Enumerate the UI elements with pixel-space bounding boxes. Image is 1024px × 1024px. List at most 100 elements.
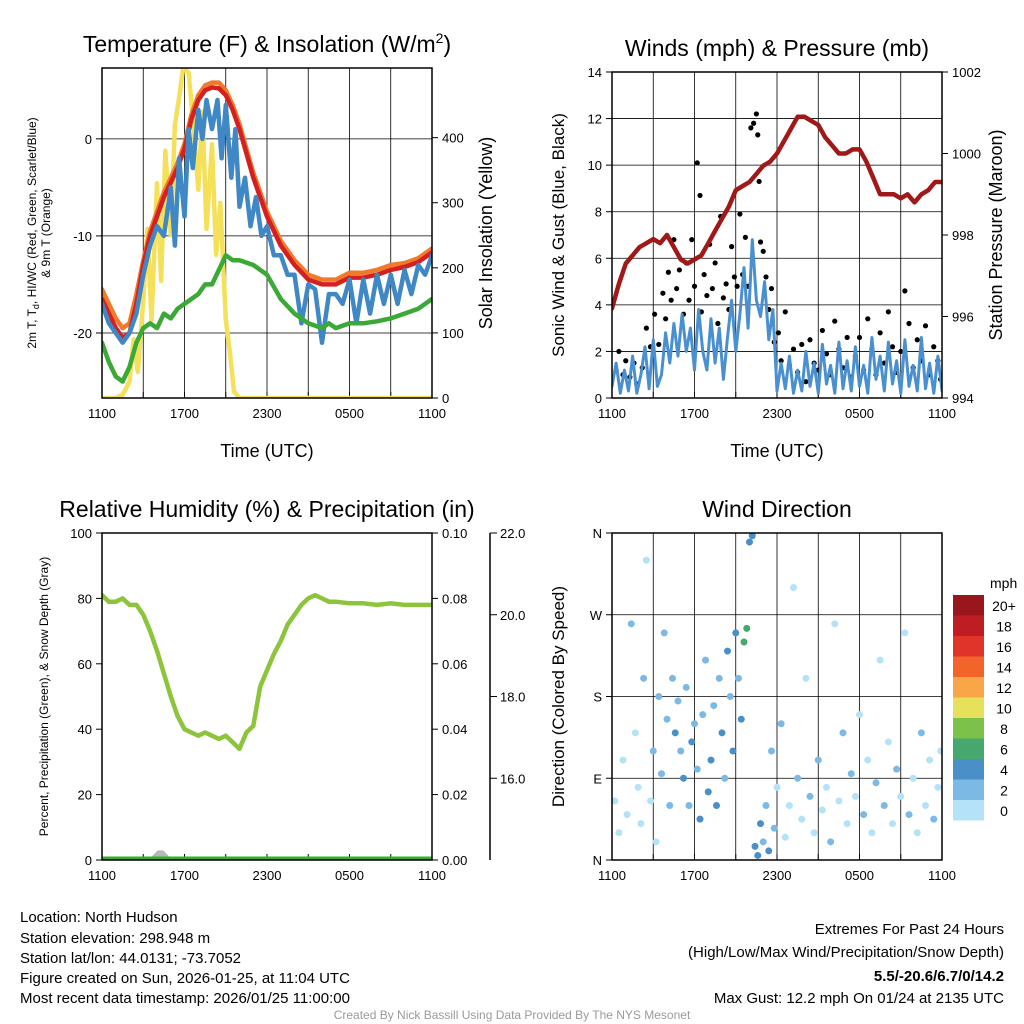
x-tick-label: 0500 <box>335 406 364 421</box>
direction-point <box>729 747 737 755</box>
title-text: ) <box>443 31 451 57</box>
direction-point <box>868 829 876 837</box>
direction-point <box>751 842 759 850</box>
y-tick-label: 12 <box>588 112 602 127</box>
legend-label: 6 <box>1000 742 1008 758</box>
panel-3: Relative Humidity (%) & Precipitation (i… <box>37 496 525 883</box>
title-text: Temperature (F) & Insolation (W/m <box>83 31 436 57</box>
direction-point <box>669 674 676 682</box>
gust-point <box>778 358 784 364</box>
x-axis-label: Time (UTC) <box>730 441 823 461</box>
legend-swatch <box>953 759 984 780</box>
legend-swatch <box>953 718 984 739</box>
gust-point <box>751 120 757 126</box>
x-tick-label: 0500 <box>845 406 874 421</box>
y2-tick-label: 0.10 <box>442 526 467 541</box>
gust-point <box>643 325 649 331</box>
y-axis-label: Sonic Wind & Gust (Blue, Black) <box>549 113 568 357</box>
gust-point <box>689 237 695 243</box>
gust-point <box>768 285 775 292</box>
direction-point <box>781 833 789 841</box>
legend-label: 4 <box>1000 762 1008 778</box>
gust-point <box>712 260 718 266</box>
direction-point <box>770 824 778 832</box>
y-axis-label: Percent, Precipitation (Green), & Snow D… <box>37 557 51 836</box>
y-tick-label: 2 <box>595 344 602 359</box>
gust-point <box>723 281 729 287</box>
direction-point <box>909 774 917 782</box>
direction-point <box>718 729 726 737</box>
gust-point <box>856 334 863 341</box>
direction-point <box>856 711 863 719</box>
chart-title: Temperature (F) & Insolation (W/m2) <box>83 30 451 57</box>
x-tick-label: 1100 <box>88 868 116 883</box>
direction-point <box>691 720 698 728</box>
direction-point <box>851 792 859 800</box>
x-tick-label: 0500 <box>335 868 364 883</box>
legend-swatch <box>953 677 984 698</box>
gust-point <box>790 346 797 352</box>
direction-point <box>806 792 814 800</box>
direction-point <box>926 756 934 764</box>
gust-point <box>906 320 912 327</box>
x-tick-label: 2300 <box>763 868 792 883</box>
gust-point <box>720 295 726 301</box>
gust-point <box>709 285 715 292</box>
panel-1: Temperature (F) & Insolation (W/m2) 1100 1… <box>25 30 496 461</box>
y-tick-label: W <box>590 608 603 623</box>
direction-point <box>839 729 847 737</box>
gust-point <box>877 330 883 336</box>
gust-point <box>729 244 735 250</box>
gust-point <box>742 234 748 240</box>
y2-tick-label: 998 <box>952 228 974 243</box>
plot-frame <box>101 532 433 861</box>
y2-tick-label: 100 <box>442 326 464 341</box>
direction-point <box>794 774 802 782</box>
legend-label: 18 <box>996 619 1012 635</box>
direction-point <box>647 797 654 805</box>
gust-point <box>663 316 669 322</box>
direction-point <box>893 765 901 773</box>
gust-point <box>616 348 622 355</box>
y-tick-label: N <box>593 526 602 541</box>
direction-point <box>666 802 674 809</box>
direction-point <box>847 770 855 778</box>
direction-point <box>864 756 872 764</box>
direction-point <box>798 815 806 823</box>
x-tick-label: 1100 <box>88 406 116 421</box>
direction-point <box>835 797 843 805</box>
x-tick-label: 2300 <box>253 406 282 421</box>
direction-point <box>913 829 921 837</box>
y3-tick-label: 18.0 <box>500 690 525 705</box>
direction-point <box>710 702 718 710</box>
direction-point <box>872 779 880 787</box>
series-solar-insolation <box>102 68 432 398</box>
direction-point <box>682 683 690 691</box>
direction-point <box>790 584 797 591</box>
gust-point <box>668 297 674 303</box>
y2-tick-label: 0 <box>442 391 449 406</box>
gust-point <box>731 274 737 280</box>
location-text: Location: North Hudson <box>20 909 178 926</box>
gust-point <box>889 344 896 350</box>
gust-point <box>704 292 710 299</box>
direction-point <box>922 802 929 809</box>
direction-point <box>680 774 687 782</box>
y-tick-label: 40 <box>78 722 92 737</box>
series-wind-chill <box>102 97 432 345</box>
gust-point <box>694 160 700 166</box>
legend-swatch <box>953 697 984 718</box>
legend-label: 8 <box>1000 721 1008 737</box>
gust-point <box>865 316 871 322</box>
y2-tick-label: 0.00 <box>442 853 467 868</box>
gust-point <box>823 351 830 357</box>
y-tick-label: 4 <box>595 298 602 313</box>
direction-point <box>930 815 938 823</box>
gust-point <box>753 111 759 117</box>
direction-point <box>810 829 818 837</box>
direction-point <box>693 765 701 773</box>
direction-point <box>934 783 942 791</box>
y-tick-label: 20 <box>78 788 92 803</box>
